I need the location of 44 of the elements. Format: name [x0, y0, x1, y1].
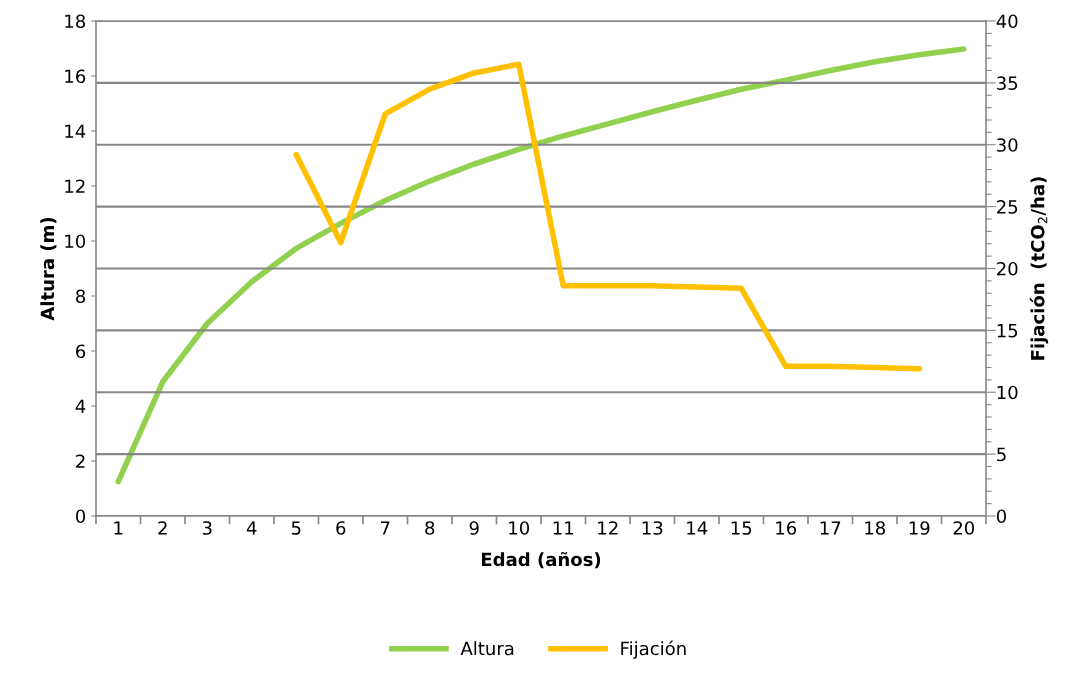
- x-tick-label: 13: [642, 521, 663, 535]
- x-tick-label: 17: [820, 521, 841, 535]
- y-tick-label: 6: [76, 344, 86, 359]
- y-tick-label: 10: [65, 234, 86, 249]
- legend-label: Fijación: [621, 640, 686, 659]
- y2-tick-label: 35: [997, 76, 1018, 90]
- y2-axis-title: Fijación (tCO$_{2}$/ha): [1029, 177, 1049, 360]
- x-tick-label: 8: [425, 521, 435, 535]
- y2-tick-label: 30: [997, 138, 1018, 152]
- x-tick-label: 12: [598, 521, 618, 535]
- y-tick-label: 2: [76, 454, 85, 468]
- y2-tick-label: 20: [997, 261, 1018, 276]
- x-tick-label: 3: [202, 521, 212, 535]
- x-tick-label: 10: [509, 521, 530, 535]
- x-axis-title: Edad (años): [481, 551, 601, 569]
- y2-tick-label: 10: [997, 385, 1018, 400]
- y2-tick-label: 15: [997, 324, 1018, 338]
- x-tick-label: 2: [158, 521, 167, 535]
- y2-tick-label: 0: [996, 509, 1007, 524]
- x-tick-label: 5: [291, 521, 301, 535]
- x-tick-label: 18: [865, 521, 885, 535]
- y-tick-label: 8: [76, 289, 86, 304]
- y-tick-label: 18: [65, 14, 86, 29]
- x-tick-label: 20: [953, 521, 975, 535]
- y2-tick-label: 25: [997, 200, 1018, 214]
- y2-tick-label: 40: [996, 14, 1018, 29]
- x-tick-label: 14: [687, 521, 708, 535]
- x-tick-label: 16: [776, 521, 797, 535]
- legend-label: Altura: [460, 641, 514, 656]
- x-tick-label: 7: [380, 521, 390, 535]
- x-tick-label: 19: [909, 521, 930, 535]
- y-tick-label: 12: [65, 179, 85, 193]
- x-tick-label: 1: [114, 521, 123, 535]
- x-tick-label: 4: [246, 521, 257, 535]
- y-tick-label: 16: [65, 69, 86, 84]
- x-tick-label: 6: [336, 521, 346, 535]
- y-axis-title: Altura (m): [40, 217, 57, 321]
- y-tick-label: 14: [65, 124, 86, 138]
- y-tick-label: 4: [75, 399, 86, 413]
- y2-tick-label: 5: [997, 447, 1006, 462]
- x-tick-label: 15: [731, 521, 752, 535]
- x-tick-label: 11: [553, 521, 574, 535]
- x-tick-label: 9: [469, 521, 479, 535]
- y-tick-label: 0: [75, 509, 86, 524]
